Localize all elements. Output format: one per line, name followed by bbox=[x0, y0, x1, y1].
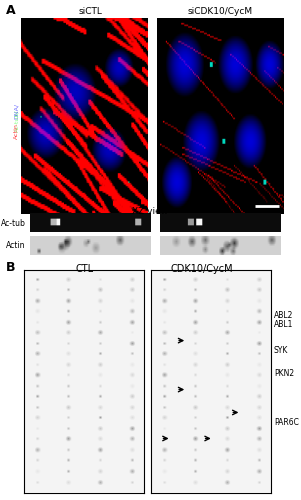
Text: Ac-tub: Ac-tub bbox=[1, 218, 26, 228]
Text: ABL2: ABL2 bbox=[274, 311, 293, 320]
Text: Actin: Actin bbox=[6, 241, 26, 250]
Text: XZ view: XZ view bbox=[132, 208, 169, 216]
Text: ABL1: ABL1 bbox=[274, 320, 293, 329]
Text: Ac-tub/: Ac-tub/ bbox=[14, 110, 19, 132]
Text: DNA/: DNA/ bbox=[14, 103, 19, 119]
Text: A: A bbox=[6, 4, 16, 16]
Text: PKN2: PKN2 bbox=[274, 369, 294, 378]
Text: CDK10/CycM: CDK10/CycM bbox=[170, 264, 233, 274]
Text: PAR6C: PAR6C bbox=[274, 418, 299, 427]
Text: B: B bbox=[6, 261, 16, 274]
Text: siCDK10/CycM: siCDK10/CycM bbox=[187, 6, 252, 16]
Text: siCTL: siCTL bbox=[78, 6, 102, 16]
Text: SYK: SYK bbox=[274, 346, 288, 355]
Text: Actin: Actin bbox=[14, 123, 19, 139]
Text: CTL: CTL bbox=[75, 264, 93, 274]
